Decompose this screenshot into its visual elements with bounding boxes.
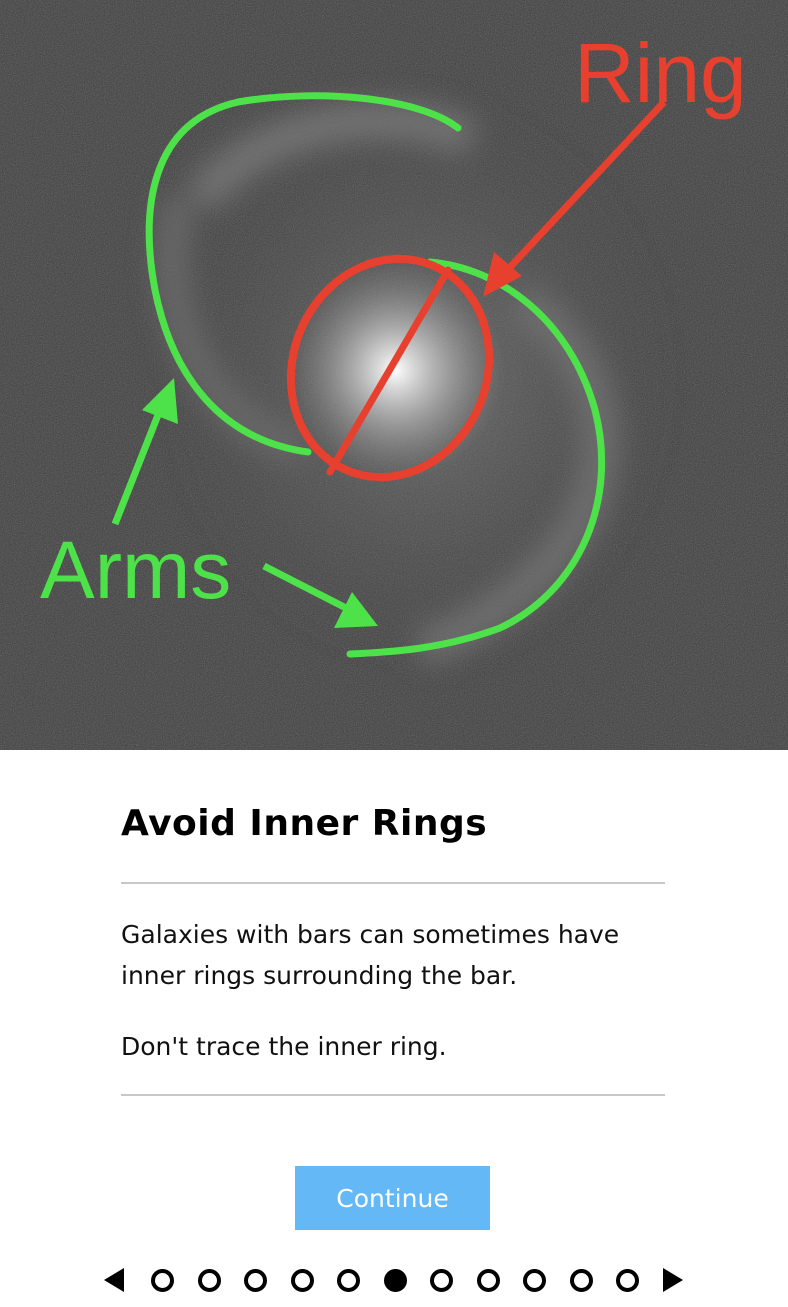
arms-label: Arms [40,525,231,616]
arms-arrow-right-head [334,592,378,628]
bar-trace [326,266,452,476]
step-dot[interactable] [197,1269,221,1292]
step-dot[interactable] [523,1269,546,1292]
step-dot[interactable] [569,1269,593,1292]
continue-button[interactable]: Continue [295,1166,490,1230]
step-dot[interactable] [383,1269,407,1292]
ring-label: Ring [574,26,747,120]
step-title: Avoid Inner Rings [121,803,488,844]
step-dot[interactable] [290,1269,314,1292]
ring-arrow [497,99,667,281]
step-dot[interactable] [616,1269,639,1292]
arms-arrow-up [111,408,164,526]
divider-top [121,882,665,884]
step-instruction: Don't trace the inner ring. [121,1032,447,1061]
galaxy-image: Ring Arms [0,0,788,750]
ring-trace [286,254,494,482]
arms-arrow-up-head [142,378,178,424]
step-dot[interactable] [430,1269,453,1292]
step-pager [100,1262,690,1298]
arm-trace-upper [145,92,462,456]
triangle-left-icon[interactable] [104,1268,124,1292]
step-dot[interactable] [244,1269,267,1292]
arm-trace-lower [346,258,606,658]
ring-arrow-head [483,252,522,297]
triangle-right-icon[interactable] [663,1268,683,1292]
step-dot[interactable] [337,1269,360,1292]
divider-bottom [121,1094,665,1096]
step-dot[interactable] [151,1269,174,1292]
step-description: Galaxies with bars can sometimes have in… [121,920,620,990]
tutorial-figure: Ring Arms [0,0,788,750]
step-dot[interactable] [476,1269,500,1292]
arms-arrow-right [262,562,348,612]
